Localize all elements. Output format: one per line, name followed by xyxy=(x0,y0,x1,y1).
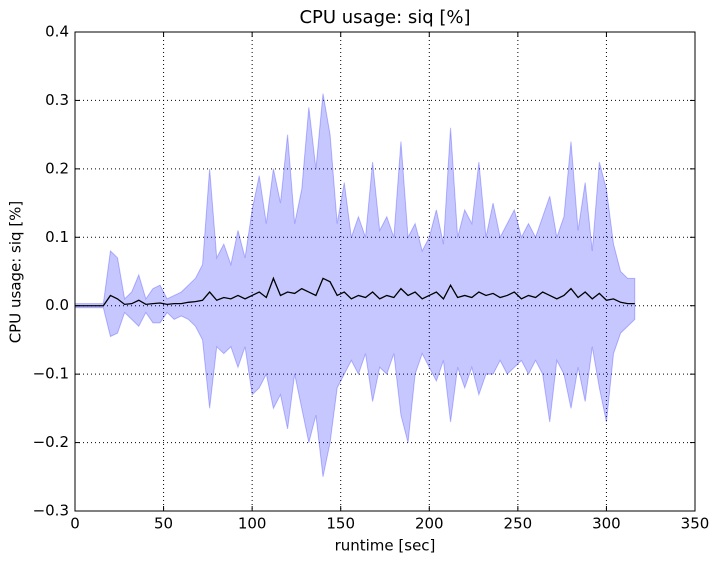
mean-line xyxy=(75,276,635,307)
y-tick-label: −0.2 xyxy=(33,433,69,451)
x-tick-label: 0 xyxy=(70,515,80,533)
y-tick-label: −0.1 xyxy=(33,365,69,383)
y-tick-label: 0.2 xyxy=(45,159,69,177)
y-tick-label: 0.1 xyxy=(45,228,69,246)
x-tick-label: 100 xyxy=(238,515,267,533)
y-axis-label: CPU usage: siq [%] xyxy=(7,201,25,344)
x-tick-label: 150 xyxy=(326,515,355,533)
std-band xyxy=(74,93,636,477)
y-tick-label: −0.3 xyxy=(33,502,69,520)
y-tick-label: 0.3 xyxy=(45,91,69,109)
chart-title: CPU usage: siq [%] xyxy=(299,7,470,28)
y-tick-label: 0.0 xyxy=(45,296,69,314)
y-tick-label: 0.4 xyxy=(45,23,69,41)
x-tick-label: 300 xyxy=(592,515,621,533)
plot-frame xyxy=(74,31,696,512)
x-tick-label: 200 xyxy=(415,515,444,533)
x-tick-label: 250 xyxy=(504,515,533,533)
x-axis-label: runtime [sec] xyxy=(335,537,436,555)
x-tick-label: 350 xyxy=(681,515,710,533)
x-tick-label: 50 xyxy=(154,515,173,533)
